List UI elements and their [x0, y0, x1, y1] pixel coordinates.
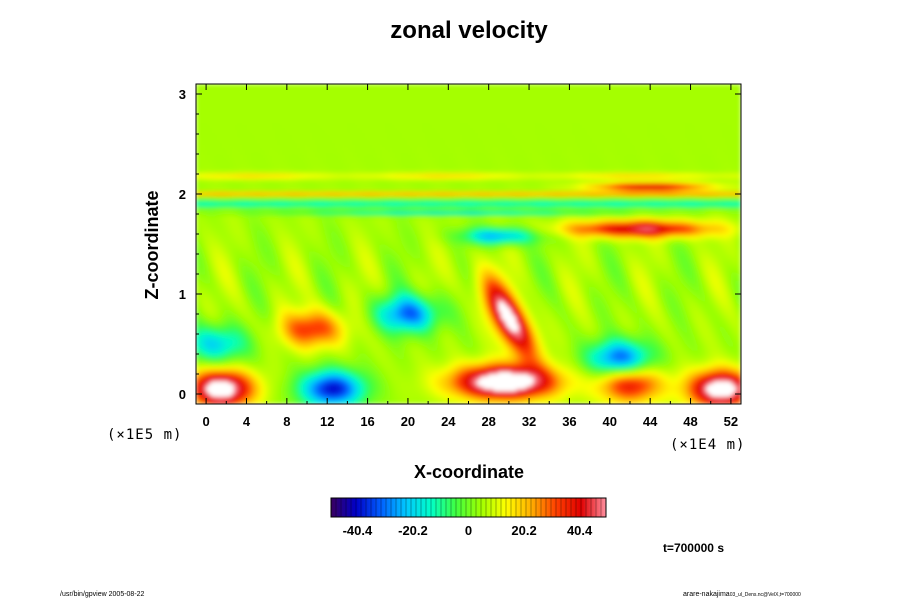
colorbar-divisions [335, 498, 602, 517]
x-tick-label: 28 [481, 414, 495, 429]
colorbar-body [330, 497, 607, 518]
time-label: t=700000 s [663, 541, 724, 555]
x-axis-label: X-coordinate [414, 462, 524, 482]
x-tick-label: 4 [243, 414, 251, 429]
footer-left: /usr/bin/gpview 2005-08-22 [60, 591, 145, 598]
chart-title: zonal velocity [390, 17, 548, 44]
y-tick-label: 3 [179, 87, 186, 102]
colorbar-tick-label: -20.2 [398, 523, 428, 538]
y-unit-label: (×1E5 m) [107, 427, 182, 443]
x-tick-label: 52 [724, 414, 738, 429]
x-tick-label: 40 [603, 414, 617, 429]
y-axis-ticks: 0 1 2 3 [179, 87, 741, 402]
x-tick-label: 16 [360, 414, 374, 429]
footer-right-small: 03_ul_Dens.nc@VelX,t=700000 [730, 592, 801, 598]
footer-right-main: arare-nakajima [683, 591, 730, 598]
x-tick-label: 48 [683, 414, 697, 429]
colorbar-ticks: -40.4 -20.2 0 20.2 40.4 [343, 523, 593, 538]
x-tick-label: 12 [320, 414, 334, 429]
y-tick-label: 2 [179, 187, 186, 202]
x-tick-label: 8 [283, 414, 290, 429]
colorbar-tick-label: 40.4 [567, 523, 593, 538]
x-tick-label: 0 [202, 414, 209, 429]
y-tick-label: 0 [179, 387, 186, 402]
y-tick-label: 1 [179, 287, 186, 302]
y-axis-label: Z-coordinate [142, 190, 162, 299]
colorbar-tick-label: -40.4 [343, 523, 373, 538]
colorbar: -40.4 -20.2 0 20.2 40.4 [330, 497, 607, 538]
x-tick-label: 36 [562, 414, 576, 429]
colorbar-tick-label: 0 [465, 523, 472, 538]
footer-right: arare-nakajima03_ul_Dens.nc@VelX,t=70000… [683, 591, 801, 598]
x-tick-label: 32 [522, 414, 536, 429]
x-tick-label: 44 [643, 414, 658, 429]
colorbar-tick-label: 20.2 [511, 523, 536, 538]
x-unit-label: (×1E4 m) [670, 437, 745, 453]
heatmap-field [196, 84, 741, 404]
x-axis-ticks: 0 4 8 12 16 20 24 28 32 36 40 44 48 52 [202, 84, 738, 429]
x-tick-label: 24 [441, 414, 456, 429]
x-tick-label: 20 [401, 414, 415, 429]
